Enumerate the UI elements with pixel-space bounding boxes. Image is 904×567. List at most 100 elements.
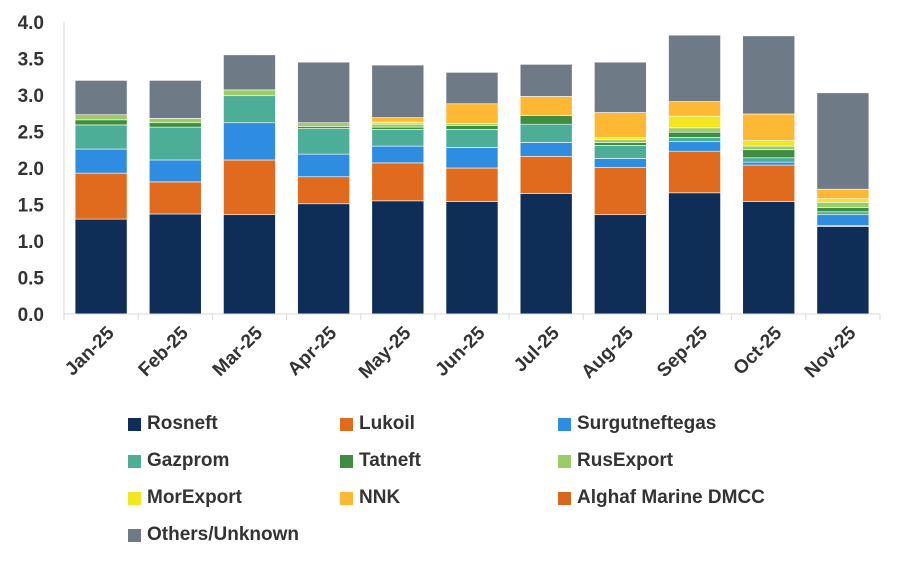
- bar-segment: [668, 150, 721, 194]
- bar-segment: [74, 119, 128, 126]
- bar-stack: [371, 64, 425, 315]
- bar-segment: [297, 128, 350, 155]
- bar-segment: [668, 127, 721, 133]
- bar-segment: [816, 188, 870, 199]
- bar-segment: [74, 124, 128, 150]
- bar-segment: [445, 129, 499, 148]
- legend-swatch: [128, 454, 141, 468]
- bar-segment: [297, 61, 350, 124]
- bar-stack: [742, 35, 796, 315]
- bar-segment: [742, 157, 796, 163]
- bar-segment: [371, 200, 425, 315]
- bar-segment: [371, 126, 425, 130]
- bar-segment: [445, 125, 499, 130]
- bar-segment: [816, 92, 870, 190]
- bar-segment: [223, 159, 276, 216]
- bar-segment: [371, 117, 425, 123]
- bar-segment: [519, 115, 573, 125]
- x-tick-label: Apr-25: [284, 322, 342, 380]
- x-tick-label: Jan-25: [61, 322, 119, 380]
- legend-item: RusExport: [558, 447, 673, 475]
- bar-segment: [148, 80, 202, 119]
- bar-segment: [223, 89, 276, 97]
- legend-swatch: [128, 528, 141, 542]
- bar-stack: [445, 72, 499, 315]
- stacked-bar-chart: 0.0 0.5 1.0 1.5 2.0 2.5 3.0 3.5 4.0 Jan-25 Feb-25…: [18, 13, 881, 383]
- legend-label: NNK: [359, 487, 401, 508]
- y-tick-label: 4.0: [18, 13, 44, 34]
- bar-segment: [594, 112, 647, 138]
- legend-swatch: [558, 417, 571, 431]
- bar-segment: [519, 96, 573, 116]
- bar-segment: [297, 126, 350, 129]
- y-tick-label: 2.0: [18, 159, 44, 180]
- legend-label: RusExport: [577, 450, 674, 471]
- bar-stack: [74, 80, 128, 315]
- x-tick-label: Jul-25: [510, 322, 564, 376]
- legend-item: NNK: [340, 484, 400, 512]
- bar-segment: [148, 213, 202, 315]
- bar-segment: [371, 129, 425, 147]
- bar-segment: [148, 159, 202, 183]
- legend-item: Lukoil: [340, 410, 415, 438]
- bar-segment: [148, 126, 202, 161]
- bar-segment: [594, 139, 647, 143]
- bar-stack: [297, 61, 350, 315]
- legend-item: Tatneft: [340, 447, 421, 475]
- y-tick-label: 0.5: [18, 269, 45, 290]
- y-tick-label: 1.0: [18, 232, 44, 253]
- bar-segment: [445, 103, 499, 124]
- bar-segment: [148, 122, 202, 128]
- bar-segment: [371, 64, 425, 118]
- legend-label: Lukoil: [359, 413, 415, 434]
- bar-segment: [74, 114, 128, 121]
- bar-segment: [223, 214, 276, 315]
- bar-segment: [223, 95, 276, 124]
- legend-swatch: [340, 454, 353, 468]
- bar-segment: [74, 218, 128, 315]
- x-axis: Jan-25 Feb-25 Mar-25 Apr-25 May-25 Jun-25 Jul-…: [61, 313, 881, 383]
- bar-segment: [74, 80, 128, 116]
- bar-segment: [519, 123, 573, 143]
- y-tick-label: 2.5: [18, 123, 45, 144]
- bar-segment: [297, 153, 350, 178]
- x-tick-label: Mar-25: [209, 322, 267, 380]
- bar-segment: [371, 121, 425, 125]
- bar-segment: [445, 167, 499, 202]
- bar-segment: [223, 54, 276, 91]
- bar-stack: [816, 92, 870, 315]
- bar-segment: [594, 166, 647, 216]
- bar-segment: [668, 115, 721, 129]
- bar-segment: [519, 156, 573, 194]
- bar-segment: [742, 35, 796, 115]
- bar-segment: [668, 192, 721, 315]
- bar-segment: [816, 207, 870, 213]
- legend-item: Gazprom: [128, 447, 229, 475]
- bar-segment: [742, 139, 796, 147]
- bar-segment: [148, 118, 202, 124]
- legend-item: Rosneft: [128, 410, 218, 438]
- bar-segment: [297, 176, 350, 205]
- y-tick-label: 3.0: [18, 86, 44, 107]
- bar-segment: [742, 201, 796, 315]
- bar-segment: [742, 164, 796, 202]
- bar-stack: [668, 34, 721, 315]
- bar-segment: [742, 161, 796, 166]
- bar-segment: [519, 64, 573, 97]
- legend-label: Surgutneftegas: [577, 413, 717, 434]
- bar-segment: [445, 72, 499, 105]
- x-tick-label: Oct-25: [730, 322, 787, 379]
- bar-segment: [668, 101, 721, 117]
- x-tick-label: May-25: [355, 322, 416, 383]
- y-tick-label: 1.5: [18, 196, 45, 217]
- bar-segment: [816, 211, 870, 216]
- bars: [74, 34, 870, 315]
- bar-segment: [742, 113, 796, 141]
- bar-segment: [742, 145, 796, 151]
- bar-segment: [519, 193, 573, 315]
- bar-stack: [594, 61, 647, 315]
- legend-item: Alghaf Marine DMCC: [558, 484, 765, 512]
- legend-swatch: [128, 417, 141, 431]
- bar-stack: [519, 64, 573, 315]
- bar-stack: [223, 54, 276, 315]
